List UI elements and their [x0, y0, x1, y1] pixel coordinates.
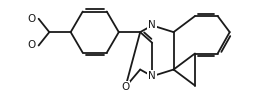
Text: O: O — [28, 40, 36, 50]
Text: O: O — [28, 14, 36, 24]
Text: N: N — [148, 20, 156, 30]
Text: N: N — [148, 71, 156, 81]
Text: O: O — [121, 82, 130, 92]
